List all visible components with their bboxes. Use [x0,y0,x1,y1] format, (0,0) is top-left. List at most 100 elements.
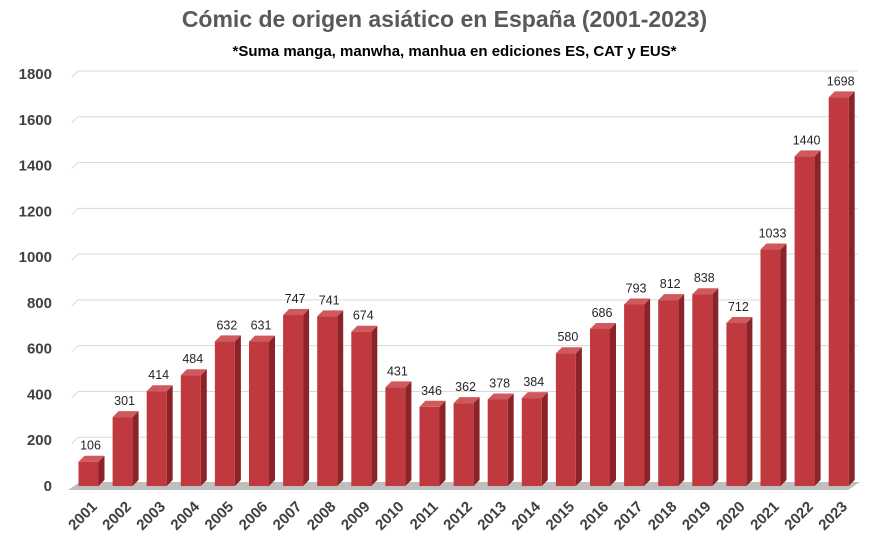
gridline-depth [71,391,79,398]
y-tick-label: 1600 [19,112,52,129]
bar [249,341,269,486]
x-tick-label: 2001 [65,498,101,534]
data-label: 632 [216,318,237,332]
bar [624,304,645,486]
y-tick-label: 400 [27,386,52,403]
x-tick-label: 2015 [543,498,579,534]
x-tick-label: 2021 [747,498,783,534]
bar-top [828,91,855,98]
x-tick-label: 2014 [508,498,544,534]
data-label: 741 [319,293,340,307]
y-tick-label: 1400 [19,158,52,175]
bar-top [692,288,719,295]
chart-title: Cómic de origen asiático en España (2001… [181,6,708,32]
chart-subtitle: *Suma manga, manwha, manhua en ediciones… [232,43,677,60]
bar-side [712,288,719,486]
bar-top [760,243,787,250]
x-tick-label: 2013 [474,498,510,534]
gridline-depth [71,299,79,307]
bar-top [453,397,480,404]
data-label: 1440 [793,133,821,147]
data-label: 712 [728,300,749,314]
bar [794,156,815,486]
x-tick-label: 2002 [99,498,135,534]
bar-side [473,397,480,486]
data-label: 362 [455,380,476,394]
bar-top [112,411,139,418]
bar-top [658,294,685,301]
x-tick-label: 2018 [645,498,681,534]
bar-side [575,347,582,486]
bar [351,331,372,486]
bar-side [200,369,207,486]
data-label: 346 [421,384,442,398]
bar-side [848,91,855,486]
bar-side [814,150,821,486]
y-tick-label: 600 [27,341,52,358]
x-tick-label: 2003 [133,498,169,534]
bar [453,403,474,486]
data-label: 747 [285,292,306,306]
x-tick-label: 2012 [440,498,476,534]
gridline-depth [71,162,79,169]
data-label: 1698 [827,74,855,88]
bar [521,398,542,486]
x-tick-label: 2011 [407,498,442,533]
bar-side [269,335,275,486]
bar [692,294,713,486]
gridline-depth [71,345,79,353]
bar-top [78,455,105,462]
y-tick-label: 1800 [19,66,52,83]
bar-side [541,392,548,486]
bar-top [555,347,582,354]
bar-top [214,335,241,342]
y-tick-label: 1000 [19,249,52,266]
bar-side [405,381,412,486]
bar-side [780,243,787,486]
gridline-depth [71,207,79,215]
data-label: 384 [523,375,544,389]
bar [555,353,576,486]
data-label: 414 [148,368,169,382]
bar [487,399,508,486]
data-label: 106 [80,439,101,453]
data-label: 431 [387,364,408,378]
y-tick-label: 0 [44,478,52,495]
bar-side [439,400,446,486]
data-label: 484 [182,352,203,366]
gridline-depth [71,436,79,444]
x-tick-label: 2019 [679,498,715,534]
bar-top [521,392,548,399]
bar-side [132,411,139,486]
bar-top [249,335,275,342]
gridline-depth [71,253,79,261]
x-tick-label: 2008 [304,498,340,534]
bar-top [590,322,616,329]
y-tick-label: 200 [27,432,52,449]
bar-top [146,385,173,392]
bar-top [317,310,344,317]
x-tick-label: 2023 [815,498,851,534]
bar [214,341,235,486]
bar-top [419,400,446,407]
bar-side [98,455,105,486]
bar-top [624,298,651,305]
data-label: 378 [489,376,510,390]
data-label: 301 [114,394,135,408]
bar [726,323,747,486]
bar-top [283,309,310,316]
x-tick-label: 2006 [236,498,272,534]
bar-side [337,310,344,486]
y-tick-label: 1200 [19,203,52,220]
bar [658,300,679,486]
bar-side [678,294,685,486]
bar-top [726,317,753,324]
bar-top [487,393,514,400]
bar [828,97,849,486]
bar [317,316,338,486]
bar [146,391,167,486]
bar-top [180,369,207,376]
bar-side [371,325,378,486]
